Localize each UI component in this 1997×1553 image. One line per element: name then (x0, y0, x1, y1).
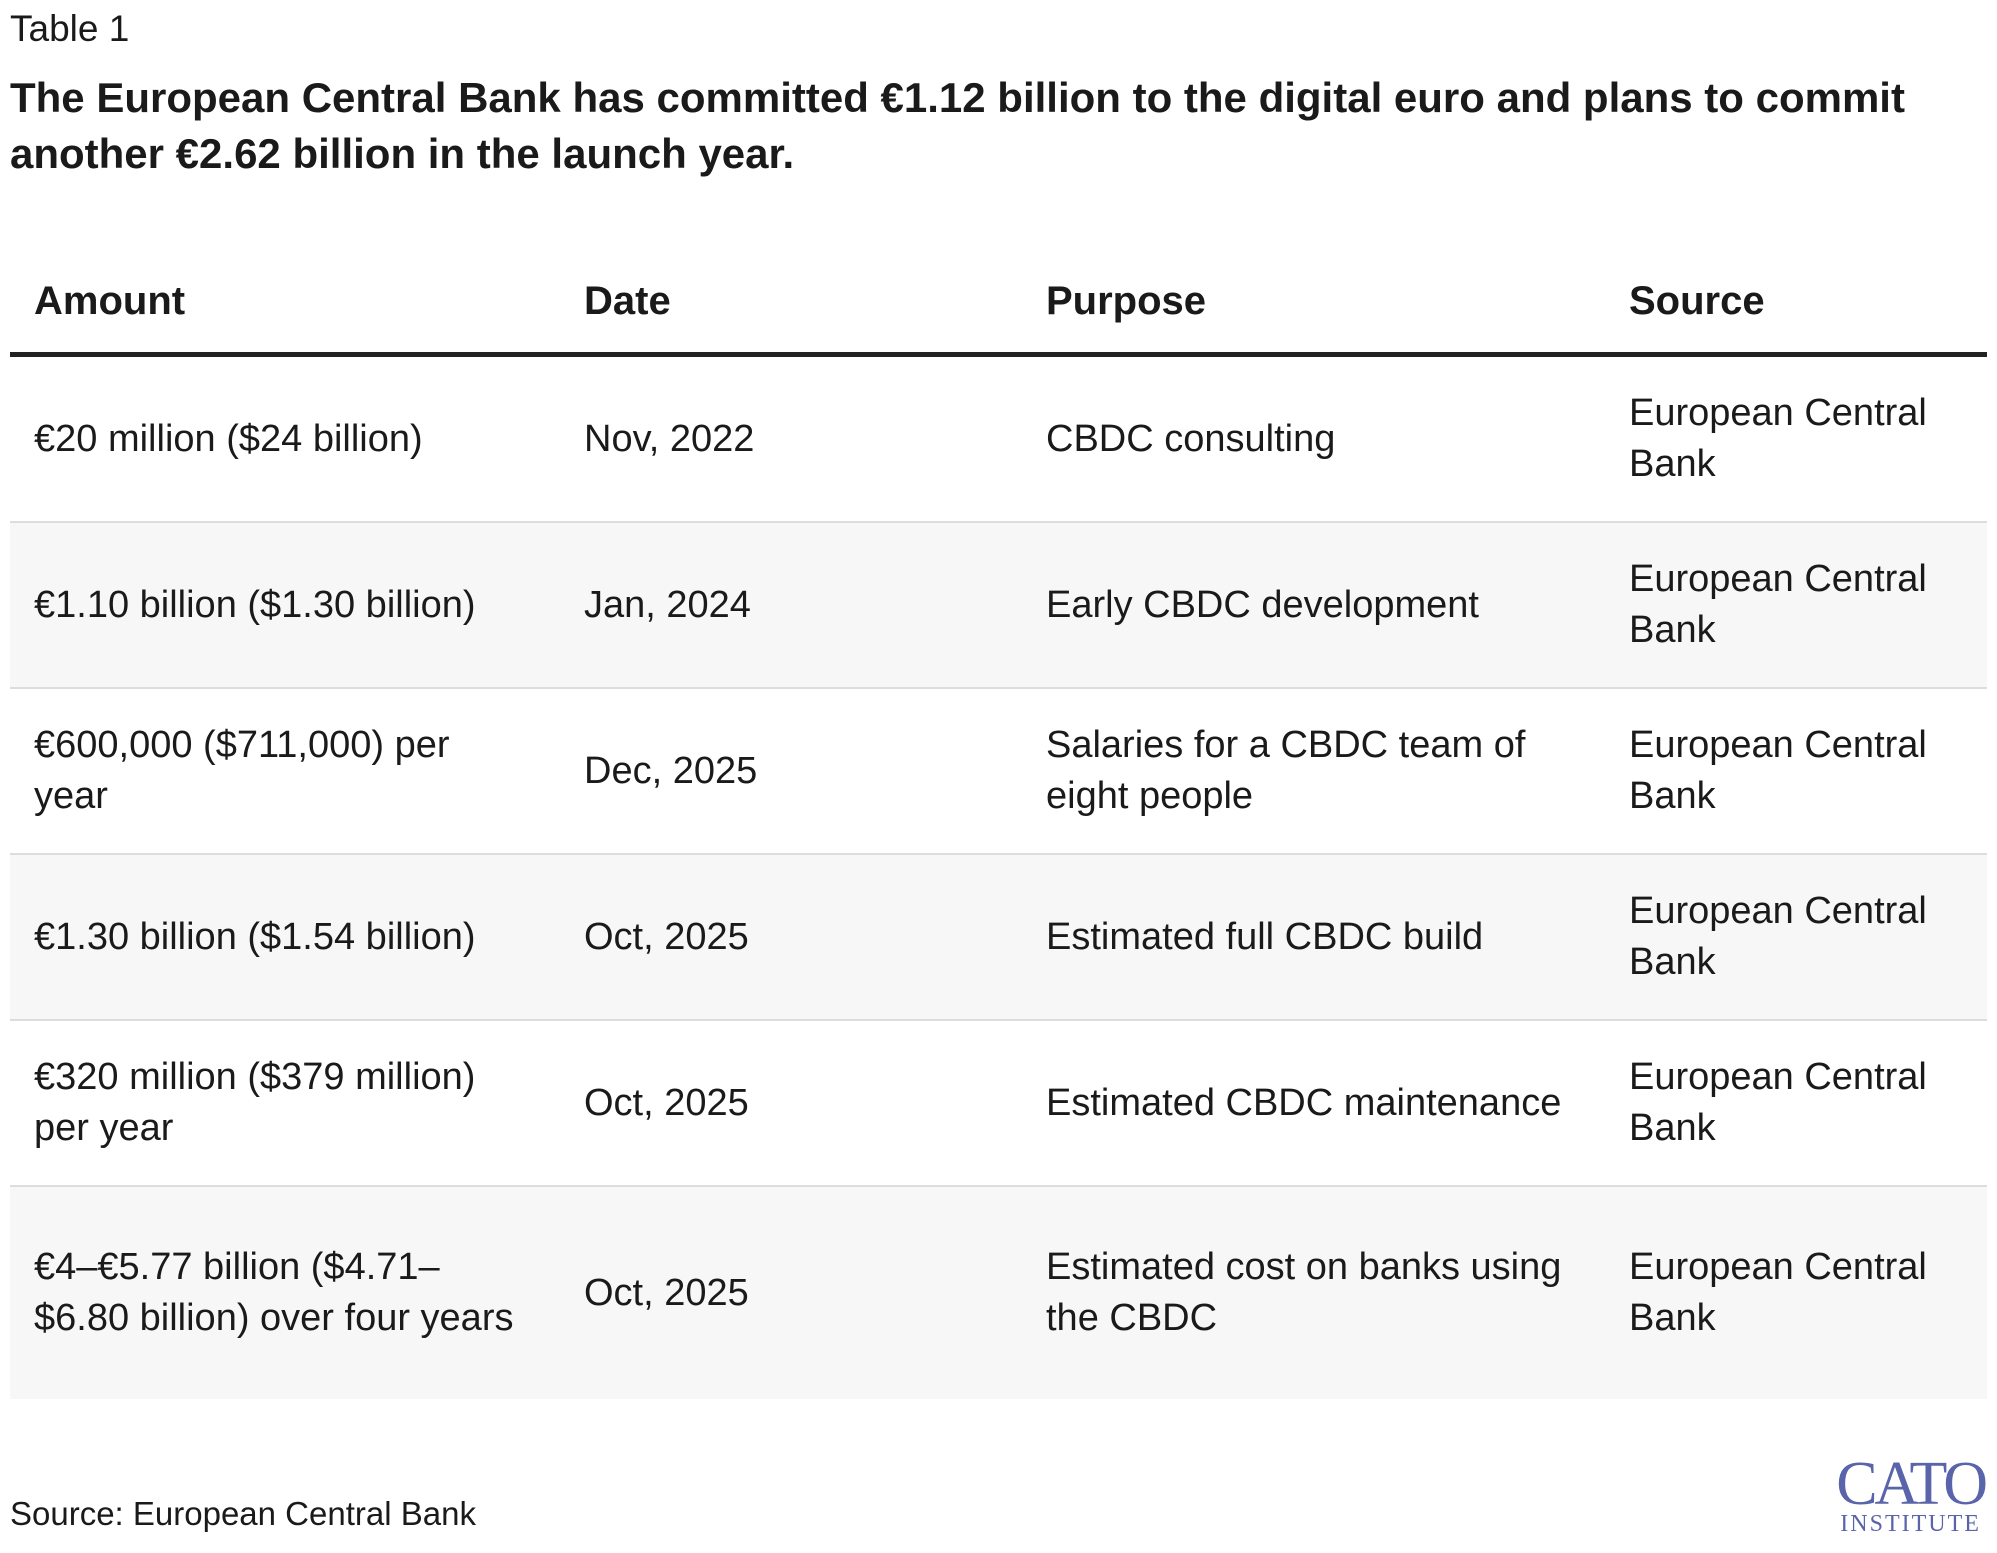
table-cell: €20 million ($24 billion) (10, 354, 560, 523)
table-cell: European Central Bank (1605, 688, 1987, 855)
table-cell: Oct, 2025 (560, 1020, 1022, 1187)
table-cell: Estimated CBDC maintenance (1022, 1020, 1605, 1187)
table-cell: €1.10 billion ($1.30 billion) (10, 522, 560, 689)
column-header: Purpose (1022, 250, 1605, 357)
table-cell: Dec, 2025 (560, 688, 1022, 855)
table-cell: Oct, 2025 (560, 854, 1022, 1021)
table-cell: €1.30 billion ($1.54 billion) (10, 854, 560, 1021)
column-header: Source (1605, 250, 1987, 357)
source-note: Source: European Central Bank (10, 1495, 476, 1532)
table-row: €1.30 billion ($1.54 billion) Oct, 2025 Es… (10, 854, 1987, 1021)
table-cell: European Central Bank (1605, 354, 1987, 523)
column-header: Date (560, 250, 1022, 357)
table-cell: Jan, 2024 (560, 522, 1022, 689)
table-row: €320 million ($379 million) per year Oct,… (10, 1020, 1987, 1187)
table-cell: European Central Bank (1605, 1186, 1987, 1399)
table-row: €20 million ($24 billion) Nov, 2022 CBDC c… (10, 354, 1987, 523)
table-cell: Nov, 2022 (560, 354, 1022, 523)
table-row: €4–€5.77 billion ($4.71–$6.80 billion) o… (10, 1186, 1987, 1399)
table-cell: Oct, 2025 (560, 1186, 1022, 1399)
logo: CATO INSTITUTE (1836, 1450, 1988, 1537)
header-row: Amount Date Purpose Source (10, 250, 1987, 357)
table-cell: European Central Bank (1605, 854, 1987, 1021)
table-cell: Estimated cost on banks using the CBDC (1022, 1186, 1605, 1399)
data-table: Amount Date Purpose Source €20 million ($24… (10, 250, 1987, 1399)
table-cell: Salaries for a CBDC team of eight people (1022, 688, 1605, 855)
logo-bottom: INSTITUTE (1840, 1511, 1981, 1537)
table-cell: European Central Bank (1605, 522, 1987, 689)
table-cell: €600,000 ($711,000) per year (10, 688, 560, 855)
table-label: Table 1 (10, 8, 130, 49)
table-body: €20 million ($24 billion) Nov, 2022 CBDC c… (10, 354, 1987, 1399)
table-cell: Estimated full CBDC build (1022, 854, 1605, 1021)
table-cell: CBDC consulting (1022, 354, 1605, 523)
table-cell: European Central Bank (1605, 1020, 1987, 1187)
table-row: €600,000 ($711,000) per year Dec, 2025 Sal… (10, 688, 1987, 855)
table-cell: Early CBDC development (1022, 522, 1605, 689)
table-title: The European Central Bank has committed … (10, 74, 1905, 177)
table-row: €1.10 billion ($1.30 billion) Jan, 2024 Ea… (10, 522, 1987, 689)
logo-top: CATO (1836, 1450, 1988, 1518)
column-header: Amount (10, 250, 560, 357)
table-cell: €320 million ($379 million) per year (10, 1020, 560, 1187)
table-cell: €4–€5.77 billion ($4.71–$6.80 billion) o… (10, 1186, 560, 1399)
